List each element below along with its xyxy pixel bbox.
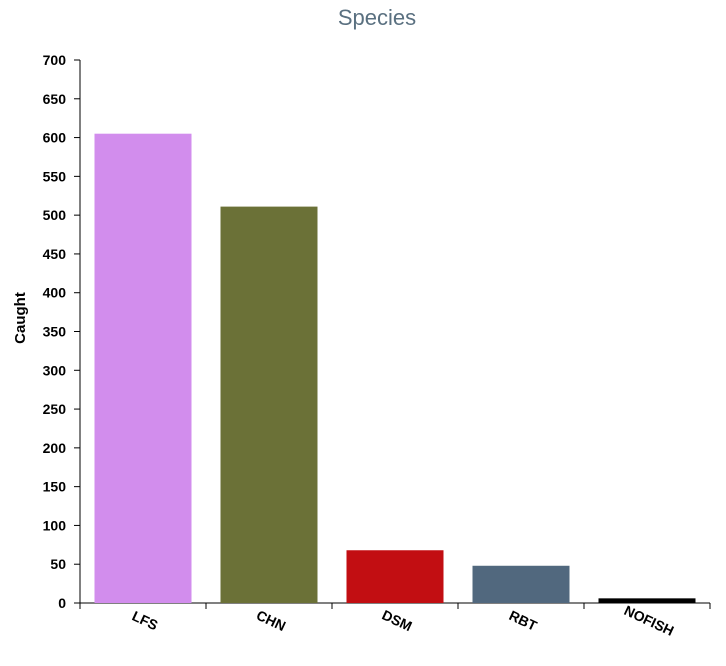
chart-title: Species [338, 5, 416, 30]
x-tick-label: LFS [130, 608, 161, 634]
bar-rbt [472, 565, 570, 603]
y-axis-title: Caught [12, 292, 29, 344]
bar-chn [220, 206, 318, 604]
y-axis: 0 50 100 150 200 250 300 350 400 450 500 550 600 650 7… [43, 52, 81, 611]
x-tick-label: RBT [507, 607, 540, 634]
y-tick-label: 350 [43, 324, 67, 340]
x-tick-label: CHN [254, 607, 288, 634]
x-axis: LFS CHN DSM RBT NOFISH [79, 602, 711, 639]
y-tick-label: 50 [50, 556, 66, 572]
y-tick-label: 700 [43, 52, 67, 68]
y-tick-label: 500 [43, 207, 67, 223]
y-tick-label: 250 [43, 401, 67, 417]
y-tick-label: 200 [43, 440, 67, 456]
y-tick-label: 300 [43, 362, 67, 378]
y-tick-label: 100 [43, 517, 67, 533]
y-tick-label: 0 [58, 595, 66, 611]
bars [94, 133, 696, 604]
x-tick-label: NOFISH [622, 602, 677, 639]
x-tick-label: DSM [380, 607, 415, 635]
bar-dsm [346, 550, 444, 603]
bar-nofish [598, 598, 696, 603]
y-tick-label: 650 [43, 91, 67, 107]
bar-lfs [94, 133, 192, 603]
y-tick-label: 400 [43, 285, 67, 301]
y-tick-label: 450 [43, 246, 67, 262]
y-tick-label: 150 [43, 479, 67, 495]
y-tick-label: 550 [43, 168, 67, 184]
y-tick-label: 600 [43, 130, 67, 146]
